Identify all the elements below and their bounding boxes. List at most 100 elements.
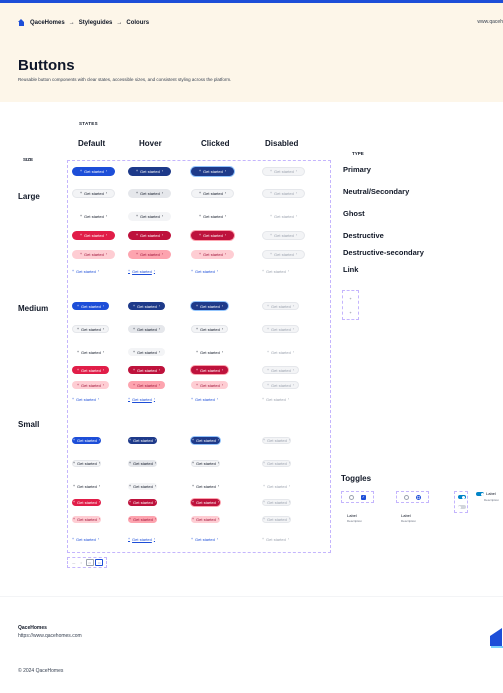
small-ghost-default-button[interactable]: + Get started › — [72, 483, 101, 490]
chevron-right-icon: › — [102, 368, 104, 372]
small-link-default-button[interactable]: + Get started › — [72, 536, 101, 543]
plus-icon: + — [135, 214, 139, 218]
medium-destr-hover-button[interactable]: + Get started › — [128, 366, 165, 374]
medium-destr-clicked-button[interactable]: + Get started › — [191, 366, 228, 374]
radio-selected[interactable] — [416, 494, 421, 500]
small-primary-clicked-button[interactable]: + Get started › — [191, 436, 220, 444]
large-primary-clicked-button[interactable]: + Get started › — [191, 166, 234, 176]
small-destr-hover-button[interactable]: + Get started › — [128, 498, 157, 506]
medium-destr2-hover-button[interactable]: + Get started › — [128, 381, 165, 389]
chevron-right-icon: › — [224, 191, 226, 195]
medium-ghost-hover-button[interactable]: + Get started › — [128, 348, 165, 356]
small-destr2-default-button[interactable]: + Get started › — [72, 515, 101, 523]
button-label: Get started — [271, 349, 291, 355]
small-destr-clicked-button[interactable]: + Get started › — [191, 498, 220, 506]
chevron-right-icon: › — [158, 327, 160, 331]
small-destr2-hover-button[interactable]: + Get started › — [128, 515, 157, 523]
medium-neutral-default-button[interactable]: + Get started › — [72, 325, 109, 333]
large-ghost-hover-button[interactable]: + Get started › — [128, 211, 171, 221]
medium-primary-hover-button[interactable]: + Get started › — [128, 302, 165, 310]
small-link-hover-button[interactable]: + Get started › — [128, 536, 157, 543]
small-neutral-default-button[interactable]: + Get started › — [72, 459, 101, 467]
large-destr2-clicked-button[interactable]: + Get started › — [191, 249, 234, 259]
small-destr-default-button[interactable]: + Get started › — [72, 498, 101, 506]
plus-icon: + — [266, 304, 270, 308]
home-icon[interactable] — [18, 19, 25, 26]
large-primary-hover-button[interactable]: + Get started › — [128, 166, 171, 176]
pager-dash[interactable]: — — [72, 560, 76, 565]
small-primary-default-button[interactable]: + Get started › — [72, 436, 101, 444]
breadcrumb-colours[interactable]: Colours — [126, 19, 150, 26]
checkbox-checked[interactable]: ✓ — [361, 494, 366, 500]
pager-dot[interactable]: ○ — [80, 560, 83, 565]
small-ghost-hover-button[interactable]: + Get started › — [128, 482, 157, 490]
small-destr2-clicked-button[interactable]: + Get started › — [191, 515, 220, 523]
pager-box-active[interactable]: □ — [95, 559, 104, 566]
medium-primary-default-button[interactable]: + Get started › — [72, 302, 109, 310]
plus-icon: + — [349, 309, 352, 315]
large-destr-hover-button[interactable]: + Get started › — [128, 230, 171, 240]
medium-link-clicked-button[interactable]: + Get started › — [191, 395, 228, 403]
medium-neutral-clicked-button[interactable]: + Get started › — [191, 325, 228, 333]
switch-on[interactable] — [457, 495, 466, 499]
plus-icon: + — [128, 397, 131, 401]
chevron-right-icon: › — [102, 327, 104, 331]
chevron-right-icon: › — [216, 537, 219, 541]
plus-icon: + — [79, 252, 83, 256]
plus-icon: + — [132, 327, 136, 331]
button-label: Get started — [267, 516, 287, 522]
plus-icon: + — [79, 169, 83, 173]
small-link-clicked-button[interactable]: + Get started › — [191, 536, 220, 543]
large-ghost-default-button[interactable]: + Get started › — [72, 212, 115, 221]
large-link-clicked-button[interactable]: + Get started › — [191, 267, 234, 276]
plus-icon: + — [269, 214, 273, 218]
pager-box[interactable]: □ — [85, 559, 94, 566]
button-label: Get started — [133, 437, 153, 443]
switch-on-labeled[interactable] — [476, 492, 484, 496]
medium-link-hover-button[interactable]: + Get started › — [128, 395, 165, 403]
footer-url[interactable]: https://www.qacehomes.com — [18, 633, 82, 639]
top-accent-bar — [0, 0, 503, 3]
breadcrumb-home[interactable]: QaceHomes — [30, 19, 65, 26]
chevron-right-icon: › — [287, 537, 290, 541]
large-ghost-clicked-button[interactable]: + Get started › — [191, 212, 234, 221]
plus-icon: + — [135, 252, 139, 256]
large-destr-clicked-button[interactable]: + Get started › — [191, 230, 234, 240]
large-link-hover-button[interactable]: + Get started › — [128, 267, 171, 276]
plus-icon: + — [72, 397, 75, 401]
large-destr2-default-button[interactable]: + Get started › — [72, 249, 115, 259]
medium-neutral-hover-button[interactable]: + Get started › — [128, 325, 165, 333]
chevron-right-icon: › — [295, 169, 297, 173]
small-neutral-clicked-button[interactable]: + Get started › — [191, 459, 220, 467]
small-neutral-hover-button[interactable]: + Get started › — [128, 459, 157, 467]
medium-ghost-clicked-button[interactable]: + Get started › — [191, 348, 228, 356]
states-heading: STATES — [79, 121, 98, 126]
button-label: Get started — [133, 516, 153, 522]
button-label: Get started — [195, 268, 215, 274]
chevron-right-icon: › — [292, 304, 294, 308]
medium-destr2-default-button[interactable]: + Get started › — [72, 381, 109, 389]
large-link-default-button[interactable]: + Get started › — [72, 267, 115, 276]
large-neutral-hover-button[interactable]: + Get started › — [128, 188, 171, 198]
small-primary-hover-button[interactable]: + Get started › — [128, 436, 157, 444]
radio-unselected[interactable] — [404, 494, 409, 500]
medium-primary-clicked-button[interactable]: + Get started › — [191, 302, 228, 310]
large-primary-default-button[interactable]: + Get started › — [72, 166, 115, 176]
site-url[interactable]: www.qaceh — [477, 19, 503, 25]
large-destr2-hover-button[interactable]: + Get started › — [128, 249, 171, 259]
large-neutral-clicked-button[interactable]: + Get started › — [191, 188, 234, 198]
chevron-right-icon: › — [98, 500, 100, 504]
medium-ghost-default-button[interactable]: + Get started › — [72, 348, 109, 356]
small-ghost-clicked-button[interactable]: + Get started › — [191, 483, 220, 490]
chevron-right-icon: › — [216, 397, 219, 401]
chevron-right-icon: › — [98, 517, 100, 521]
large-destr-default-button[interactable]: + Get started › — [72, 230, 115, 240]
radio-unselected[interactable] — [349, 494, 354, 500]
large-neutral-default-button[interactable]: + Get started › — [72, 188, 115, 198]
breadcrumb-styleguides[interactable]: Styleguides — [78, 19, 113, 26]
switch-off[interactable] — [457, 505, 466, 509]
chevron-right-icon: › — [105, 214, 107, 218]
medium-destr2-clicked-button[interactable]: + Get started › — [191, 381, 228, 389]
medium-link-default-button[interactable]: + Get started › — [72, 395, 109, 403]
medium-destr-default-button[interactable]: + Get started › — [72, 366, 109, 374]
